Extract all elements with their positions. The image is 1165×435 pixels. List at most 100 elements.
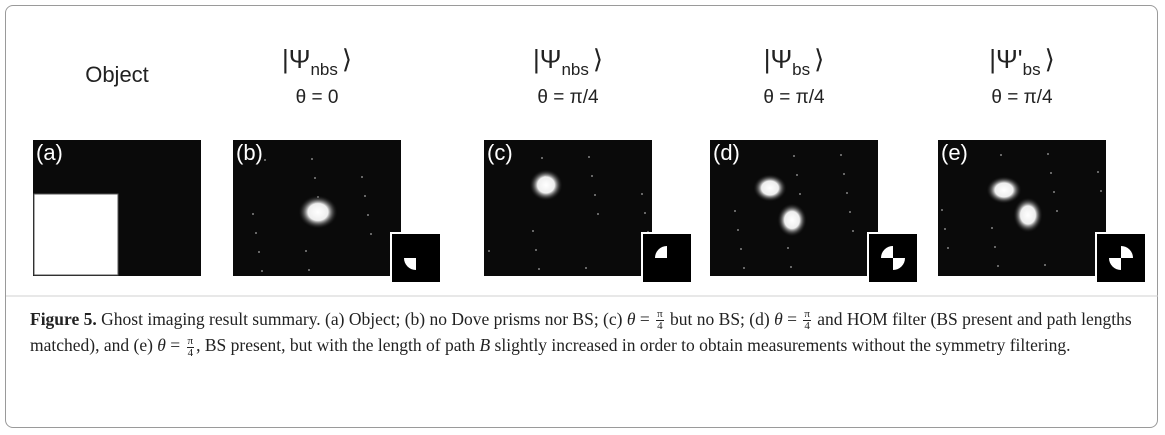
panel-angle: θ = 0	[296, 87, 339, 108]
panel-angle: θ = π/4	[991, 87, 1053, 108]
blob	[298, 195, 338, 229]
ket-close: ⟩	[814, 44, 824, 74]
den: 4	[188, 348, 194, 359]
speckle	[361, 176, 363, 178]
figure: Object(a)|Ψnbs⟩θ = 0(b)|Ψnbs⟩θ = π/4(c)|…	[0, 0, 1165, 300]
speckle	[846, 192, 848, 194]
den: 4	[657, 321, 663, 332]
ket-close: ⟩	[593, 44, 603, 74]
den: 4	[804, 321, 810, 332]
speckle	[1000, 154, 1002, 156]
caption-text: Ghost imaging result summary. (a) Object…	[101, 309, 627, 329]
inset	[642, 233, 692, 283]
caption-text: but no BS; (d)	[666, 309, 774, 329]
speckle	[370, 233, 372, 235]
ket-open: |Ψ	[533, 44, 561, 74]
panel-title: Object	[85, 62, 149, 87]
panel-ket: |Ψnbs ⟩	[533, 44, 603, 79]
panel-ket: |Ψbs⟩	[764, 44, 825, 79]
speckle	[594, 194, 596, 196]
panel-label: (e)	[941, 140, 968, 165]
object-square	[34, 194, 118, 275]
blob	[1013, 197, 1043, 233]
ket-sub: bs	[792, 60, 810, 79]
math: θ	[774, 309, 783, 329]
speckle	[1100, 190, 1102, 192]
speckle	[1047, 153, 1049, 155]
speckle	[1044, 264, 1046, 266]
speckle	[1050, 172, 1052, 174]
speckle	[997, 265, 999, 267]
speckle	[796, 174, 798, 176]
speckle	[597, 213, 599, 215]
speckle	[305, 250, 307, 252]
ket-sub: nbs	[310, 60, 337, 79]
caption-text: slightly increased in order to obtain me…	[490, 335, 1070, 355]
speckle	[947, 247, 949, 249]
speckle	[364, 195, 366, 197]
speckle	[538, 268, 540, 270]
speckle	[790, 266, 792, 268]
math: =	[166, 335, 185, 355]
panel-ket: |Ψnbs ⟩	[282, 44, 352, 79]
speckle	[793, 155, 795, 157]
math: =	[635, 309, 654, 329]
inset	[391, 233, 441, 283]
speckle	[852, 230, 854, 232]
blob	[777, 203, 807, 237]
page: Object(a)|Ψnbs⟩θ = 0(b)|Ψnbs⟩θ = π/4(c)|…	[0, 0, 1165, 435]
speckle	[252, 213, 254, 215]
ket-open: |Ψ	[282, 44, 310, 74]
panel-label: (d)	[713, 140, 740, 165]
caption: Figure 5. Ghost imaging result summary. …	[30, 306, 1140, 359]
speckle	[585, 267, 587, 269]
speckle	[314, 177, 316, 179]
speckle	[641, 193, 643, 195]
speckle	[591, 175, 593, 177]
speckle	[799, 193, 801, 195]
math: θ	[157, 335, 166, 355]
caption-label: Figure 5.	[30, 309, 97, 329]
inset	[1096, 233, 1146, 283]
speckle	[734, 210, 736, 212]
speckle	[255, 232, 257, 234]
speckle	[588, 156, 590, 158]
ket-open: |Ψ'	[989, 44, 1022, 74]
blob	[753, 174, 787, 202]
speckle	[991, 227, 993, 229]
blob	[986, 176, 1022, 204]
speckle	[843, 173, 845, 175]
speckle	[535, 249, 537, 251]
speckle	[743, 267, 745, 269]
panel-angle: θ = π/4	[537, 87, 599, 108]
caption-text: , BS present, but with the length of pat…	[196, 335, 479, 355]
speckle	[258, 251, 260, 253]
ket-close: ⟩	[342, 44, 352, 74]
blob	[529, 169, 563, 201]
speckle	[311, 158, 313, 160]
panel-angle: θ = π/4	[763, 87, 825, 108]
fraction: π4	[656, 309, 664, 332]
speckle	[1053, 191, 1055, 193]
math: =	[783, 309, 802, 329]
speckle	[1097, 171, 1099, 173]
speckle	[532, 230, 534, 232]
ket-sub: nbs	[561, 60, 588, 79]
speckle	[261, 270, 263, 272]
speckle	[994, 246, 996, 248]
panel-label: (a)	[36, 140, 63, 165]
ket-open: |Ψ	[764, 44, 792, 74]
speckle	[740, 248, 742, 250]
math: B	[479, 335, 490, 355]
speckle	[264, 159, 266, 161]
ket-sub: bs	[1023, 60, 1041, 79]
panel-label: (c)	[487, 140, 513, 165]
panel-label: (b)	[236, 140, 263, 165]
speckle	[367, 214, 369, 216]
speckle	[849, 211, 851, 213]
speckle	[1056, 210, 1058, 212]
speckle	[308, 269, 310, 271]
speckle	[541, 157, 543, 159]
